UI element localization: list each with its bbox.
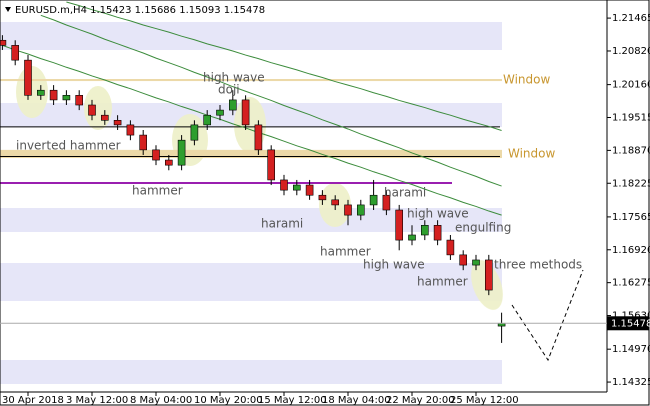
candle-body: [75, 95, 83, 106]
x-tick-label: 25 May 12:00: [450, 395, 519, 406]
x-tick-label: 22 May 20:00: [386, 395, 455, 406]
window-zone: [0, 79, 502, 82]
candle-body: [101, 114, 109, 121]
candle-body: [356, 204, 365, 216]
candle-body: [24, 59, 32, 96]
pattern-label: high wave: [203, 71, 265, 85]
open-value: 1.15423: [90, 5, 131, 16]
y-tick-label: 1.14970: [612, 344, 650, 355]
y-tick-label: 1.21465: [612, 13, 650, 24]
candle-body: [305, 184, 314, 196]
menu-icon[interactable]: [5, 7, 11, 12]
candle-body: [280, 179, 288, 191]
close-value: 1.15478: [224, 5, 265, 16]
x-tick-label: 3 May 12:00: [66, 395, 128, 406]
price-box: [607, 316, 649, 331]
candle-body: [88, 104, 96, 116]
candle-body: [0, 39, 7, 46]
price-label: 1.15478: [611, 318, 650, 329]
pattern-label: high wave: [363, 258, 425, 272]
pattern-label: hammer: [417, 275, 468, 289]
pattern-label: hammer: [320, 245, 371, 259]
x-tick-label: 10 May 20:00: [194, 395, 263, 406]
candle-body: [459, 254, 468, 266]
x-tick-label: 15 May 12:00: [258, 395, 327, 406]
high-value: 1.15686: [135, 5, 176, 16]
y-tick-label: 1.20820: [612, 46, 650, 57]
highlight: [16, 66, 48, 118]
candle-body: [165, 159, 173, 166]
candle-body: [369, 194, 378, 206]
plot: [0, 1, 506, 343]
y-tick-label: 1.18225: [612, 178, 650, 189]
candle-body: [408, 234, 416, 241]
moving-average: [66, 1, 502, 131]
candle-body: [113, 120, 122, 126]
candle-body: [331, 199, 340, 206]
x-tick-label: 18 May 04:00: [322, 395, 391, 406]
candle-body: [395, 209, 404, 241]
pattern-label: hammer: [132, 184, 183, 198]
zone-label: Window: [508, 146, 556, 160]
candle-body: [344, 204, 352, 216]
candle-body: [382, 194, 391, 211]
zone-label: Window: [503, 73, 551, 87]
highlight: [84, 86, 112, 130]
pattern-label: harami: [261, 217, 303, 231]
band: [0, 360, 502, 384]
y-tick-label: 1.18870: [612, 145, 650, 156]
candle-body: [62, 95, 71, 101]
band: [0, 208, 502, 232]
candle-body: [126, 124, 135, 136]
candle-body: [177, 139, 186, 166]
y-tick-label: 1.19515: [612, 112, 650, 123]
candle-body: [49, 89, 58, 101]
candle-body: [203, 114, 211, 126]
candle-body: [420, 225, 429, 236]
moving-average: [2, 44, 502, 216]
candle-body: [433, 225, 442, 241]
candle-body: [229, 99, 237, 111]
candle-body: [292, 184, 301, 191]
candle-body: [36, 89, 45, 96]
y-tick-label: 1.20160: [612, 80, 650, 91]
pattern-label: doji: [218, 83, 240, 97]
y-tick-label: 1.15630: [612, 311, 650, 322]
candle-body: [152, 149, 160, 161]
projection: [511, 269, 584, 362]
x-tick-label: 8 May 04:00: [130, 395, 192, 406]
y-tick-label: 1.16920: [612, 245, 650, 256]
pattern-label: three methods: [494, 258, 582, 272]
candle-body: [139, 134, 147, 151]
pattern-label: engulfing: [455, 221, 511, 235]
low-value: 1.15093: [179, 5, 220, 16]
chart-header: EURUSD.m,H4 1.15423 1.15686 1.15093 1.15…: [15, 5, 265, 16]
band: [0, 263, 502, 301]
window-zone: [0, 149, 502, 159]
candle-body: [190, 124, 199, 141]
candle-body: [318, 194, 327, 201]
candle-body: [241, 99, 250, 126]
highlight: [172, 114, 208, 166]
y-tick-label: 1.16275: [612, 278, 650, 289]
candle-body: [484, 259, 493, 291]
candle-body: [216, 109, 224, 116]
pattern-label: high wave: [407, 207, 469, 221]
candle-body: [267, 149, 276, 181]
pattern-label: inverted hammer: [16, 139, 121, 153]
candle-body: [472, 259, 480, 266]
y-tick-label: 1.14325: [612, 377, 650, 388]
pattern-label: harami: [384, 186, 426, 200]
band: [0, 22, 502, 50]
y-tick-label: 1.17565: [612, 212, 650, 223]
candle-body: [254, 124, 263, 151]
candle-body: [11, 45, 19, 61]
moving-average: [40, 14, 502, 187]
symbol: EURUSD.m,H4: [15, 5, 87, 16]
candle-body: [446, 239, 455, 256]
x-tick-label: 30 Apr 2018: [2, 395, 64, 406]
